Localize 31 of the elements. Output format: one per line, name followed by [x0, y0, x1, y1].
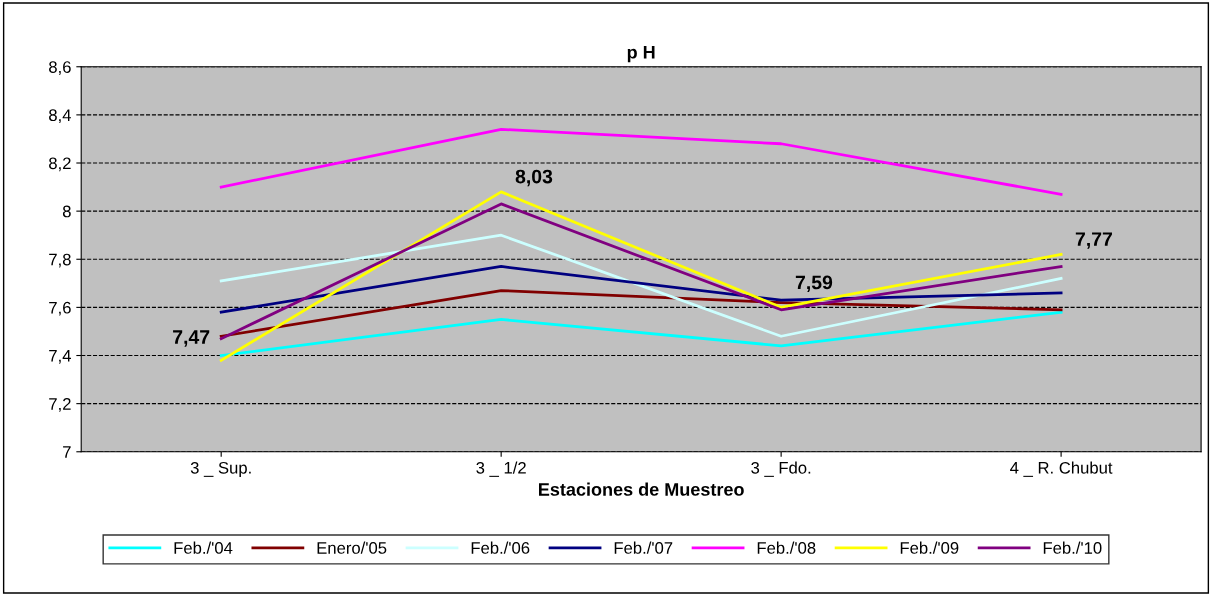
y-tick-label: 7,6 [49, 301, 71, 316]
legend-label: Feb./'07 [614, 541, 673, 554]
x-tick-label: 3 _ Fdo. [751, 461, 811, 477]
chart-title: p H [627, 46, 655, 63]
legend-label: Feb./'10 [1043, 541, 1102, 554]
y-tick-label: 8,2 [49, 157, 71, 172]
legend-label: Feb./'08 [757, 541, 816, 554]
x-tick-label: 4 _ R. Chubut [1010, 461, 1113, 477]
data-label: 7,59 [795, 275, 833, 293]
data-label: 8,03 [515, 169, 553, 187]
y-tick-label: 7,2 [49, 398, 71, 412]
legend-label: Feb./'04 [174, 541, 233, 554]
line-series [219, 310, 1063, 357]
line-series [219, 233, 1063, 338]
x-axis-title: Estaciones de Muestreo [539, 482, 744, 496]
y-tick-label: 8 [62, 205, 71, 218]
y-tick-label: 7 [63, 446, 71, 458]
x-tick-label: 3 _ 1/2 [476, 461, 526, 477]
data-label: 7,47 [173, 330, 210, 347]
legend-label: Enero/'05 [317, 541, 387, 554]
y-tick-label: 7,8 [49, 253, 71, 268]
y-tick-label: 8,6 [49, 61, 71, 75]
line-series [219, 190, 1063, 362]
legend-label: Feb./'09 [900, 541, 959, 554]
line-series [219, 127, 1063, 196]
y-tick-label: 7,4 [49, 350, 71, 364]
y-tick-label: 8,4 [49, 109, 71, 124]
data-label: 7,77 [1075, 232, 1112, 249]
line-series [219, 202, 1063, 341]
legend-label: Feb./'06 [471, 541, 530, 554]
x-tick-label: 3 _ Sup. [190, 461, 251, 478]
